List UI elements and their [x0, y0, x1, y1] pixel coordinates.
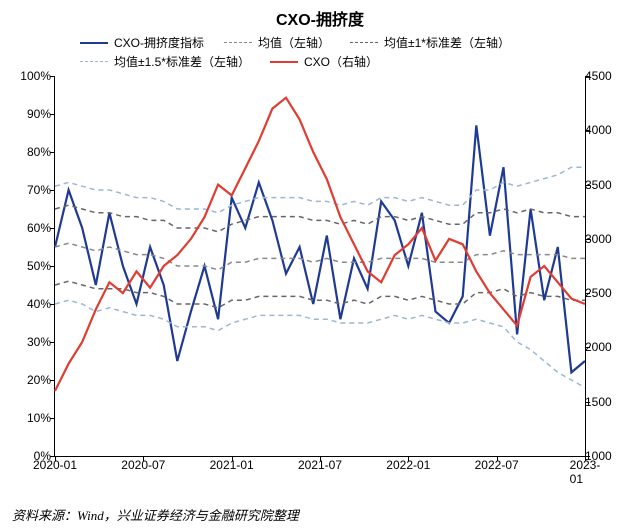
y-left-tick: [50, 114, 55, 115]
x-tick: [55, 456, 56, 461]
y-right-label: 4500: [585, 69, 635, 83]
y-left-label: 50%: [1, 259, 51, 273]
source-note: 资料来源：Wind，兴业证券经济与金融研究院整理: [12, 505, 299, 524]
x-tick: [585, 456, 586, 461]
legend-swatch: [80, 61, 108, 62]
y-right-label: 2000: [585, 340, 635, 354]
y-right-tick: [585, 402, 590, 403]
legend-swatch: [270, 61, 298, 63]
legend-label: 均值（左轴）: [258, 34, 330, 51]
legend-swatch: [350, 42, 378, 43]
x-tick: [143, 456, 144, 461]
x-tick: [497, 456, 498, 461]
x-tick: [408, 456, 409, 461]
y-right-label: 2500: [585, 286, 635, 300]
legend-label: CXO-拥挤度指标: [114, 34, 204, 51]
y-right-label: 1500: [585, 395, 635, 409]
legend-item: CXO（右轴）: [270, 53, 378, 70]
y-left-tick: [50, 342, 55, 343]
x-tick: [232, 456, 233, 461]
legend-item: 均值±1.5*标准差（左轴）: [80, 53, 250, 70]
y-right-tick: [585, 347, 590, 348]
y-right-label: 4000: [585, 123, 635, 137]
y-left-label: 40%: [1, 297, 51, 311]
legend: CXO-拥挤度指标 均值（左轴） 均值±1*标准差（左轴） 均值±1.5*标准差（左轴…: [0, 30, 640, 72]
series-line: [55, 125, 585, 372]
y-left-tick: [50, 304, 55, 305]
legend-item: 均值（左轴）: [224, 34, 330, 51]
chart-container: CXO-拥挤度 CXO-拥挤度指标 均值（左轴） 均值±1*标准差（左轴） 均值±1.…: [0, 0, 640, 530]
series-line: [55, 281, 585, 308]
legend-item: CXO-拥挤度指标: [80, 34, 204, 51]
x-axis-label: 2023-01: [570, 458, 601, 486]
y-left-tick: [50, 418, 55, 419]
chart-title: CXO-拥挤度: [0, 0, 640, 30]
y-left-label: 30%: [1, 335, 51, 349]
y-left-tick: [50, 152, 55, 153]
legend-swatch: [80, 42, 108, 44]
y-left-axis-labels: 0%10%20%30%40%50%60%70%80%90%100%: [1, 76, 51, 456]
y-right-tick: [585, 76, 590, 77]
legend-item: 均值±1*标准差（左轴）: [350, 34, 510, 51]
y-right-tick: [585, 130, 590, 131]
y-left-tick: [50, 380, 55, 381]
plot-svg: [55, 76, 585, 456]
y-left-tick: [50, 228, 55, 229]
y-left-label: 100%: [1, 69, 51, 83]
y-left-label: 90%: [1, 107, 51, 121]
y-right-axis-labels: 10001500200025003000350040004500: [585, 76, 635, 456]
series-line: [55, 98, 585, 391]
y-right-tick: [585, 239, 590, 240]
y-left-label: 80%: [1, 145, 51, 159]
y-right-label: 3000: [585, 232, 635, 246]
y-left-label: 20%: [1, 373, 51, 387]
legend-label: CXO（右轴）: [304, 53, 378, 70]
y-left-tick: [50, 266, 55, 267]
y-left-tick: [50, 190, 55, 191]
legend-swatch: [224, 42, 252, 43]
y-right-label: 3500: [585, 178, 635, 192]
legend-label: 均值±1*标准差（左轴）: [384, 34, 510, 51]
legend-label: 均值±1.5*标准差（左轴）: [114, 53, 250, 70]
y-left-label: 60%: [1, 221, 51, 235]
series-line: [55, 205, 585, 232]
chart-area: 0%10%20%30%40%50%60%70%80%90%100% 100015…: [54, 76, 586, 457]
y-left-label: 70%: [1, 183, 51, 197]
x-tick: [320, 456, 321, 461]
y-right-tick: [585, 185, 590, 186]
y-right-tick: [585, 293, 590, 294]
y-left-tick: [50, 76, 55, 77]
y-left-label: 10%: [1, 411, 51, 425]
